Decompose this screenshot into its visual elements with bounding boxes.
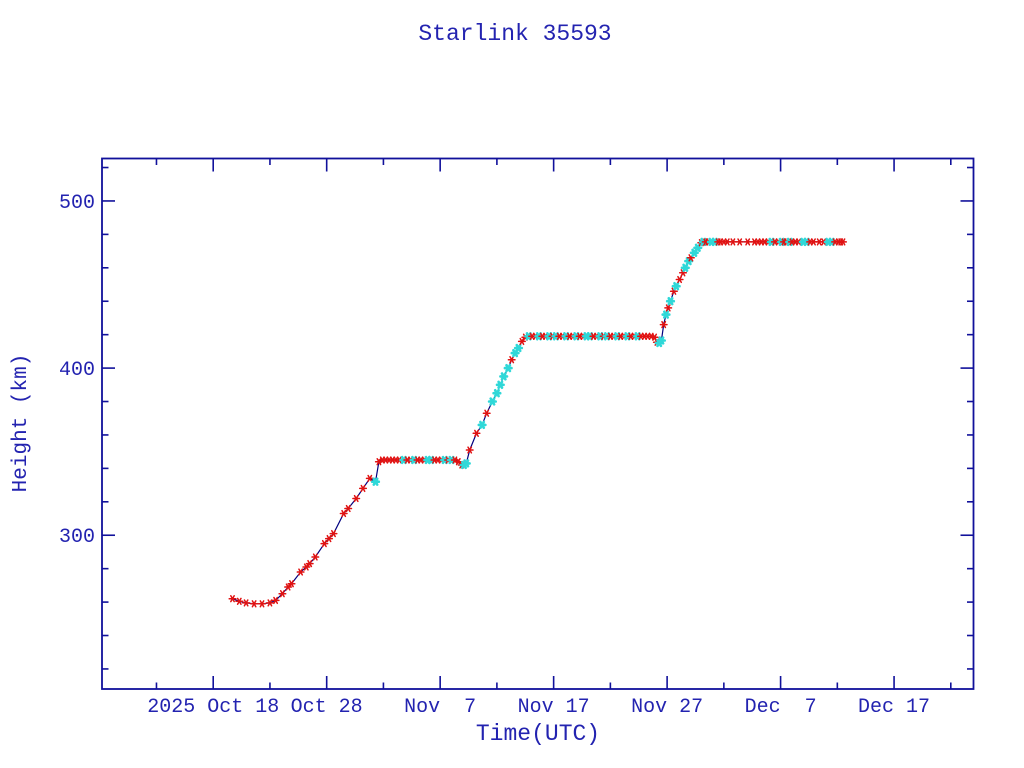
data-point-marker <box>492 389 502 398</box>
data-point-marker <box>472 429 481 437</box>
chart-title: Starlink 35593 <box>418 21 611 47</box>
data-point-marker <box>487 397 497 406</box>
data-point-marker <box>271 596 280 605</box>
y-tick-label: 400 <box>59 359 95 382</box>
data-point-marker <box>358 484 368 493</box>
data-point-marker <box>311 553 320 561</box>
plot-frame <box>101 157 975 690</box>
data-point-marker <box>507 356 516 364</box>
x-tick-label: Oct 28 <box>291 696 363 719</box>
data-point-marker <box>257 600 267 608</box>
data-point-marker <box>656 336 667 345</box>
data-point-marker <box>320 539 329 548</box>
data-point-marker <box>250 600 259 608</box>
data-point-marker <box>664 304 673 312</box>
data-point-marker <box>743 238 752 246</box>
data-point-marker <box>287 580 296 588</box>
data-point-marker <box>477 420 487 430</box>
y-tick-label: 500 <box>59 192 95 215</box>
x-tick-label: Dec 17 <box>858 696 930 719</box>
data-point-marker <box>735 238 744 246</box>
data-point-marker <box>265 599 274 607</box>
data-point-marker <box>329 529 338 538</box>
data-point-marker <box>671 282 681 291</box>
data-point-marker <box>661 310 671 319</box>
x-tick-label: Nov 17 <box>518 696 590 719</box>
axis-ticks <box>102 158 974 689</box>
data-point-marker <box>344 504 353 513</box>
data-point-marker <box>482 409 491 417</box>
x-tick-label: Nov 27 <box>631 696 703 719</box>
data-point-marker <box>242 599 251 607</box>
data-point-marker <box>838 238 848 246</box>
data-point-marker <box>235 597 244 605</box>
x-axis-title: Time(UTC) <box>476 721 600 747</box>
y-axis-title: Height (km) <box>10 354 33 493</box>
data-point-marker <box>659 320 668 329</box>
data-point-marker <box>503 363 513 373</box>
x-tick-label: 2025 Oct 18 <box>147 696 279 719</box>
data-point-marker <box>339 509 348 518</box>
y-tick-label: 300 <box>59 526 95 549</box>
data-point-marker <box>352 494 361 503</box>
x-tick-label: Dec 7 <box>745 696 817 719</box>
data-point-marker <box>513 343 524 353</box>
data-point-marker <box>499 372 509 381</box>
data-point-marker <box>728 238 737 246</box>
height-data-line <box>232 241 843 605</box>
data-point-marker <box>324 534 334 543</box>
data-point-marker <box>495 380 505 389</box>
x-tick-label: Nov 7 <box>404 696 476 719</box>
data-point-marker <box>665 297 676 306</box>
data-point-marker <box>365 474 374 483</box>
data-point-marker <box>370 477 381 486</box>
data-markers <box>228 237 848 608</box>
data-point-marker <box>461 459 471 468</box>
data-point-marker <box>517 337 526 346</box>
data-point-marker <box>278 590 287 598</box>
data-point-marker <box>305 559 314 568</box>
data-point-marker <box>465 446 474 454</box>
data-point-marker <box>228 595 237 603</box>
data-point-marker <box>680 263 690 272</box>
data-point-marker <box>675 275 684 284</box>
data-point-marker <box>296 568 305 576</box>
